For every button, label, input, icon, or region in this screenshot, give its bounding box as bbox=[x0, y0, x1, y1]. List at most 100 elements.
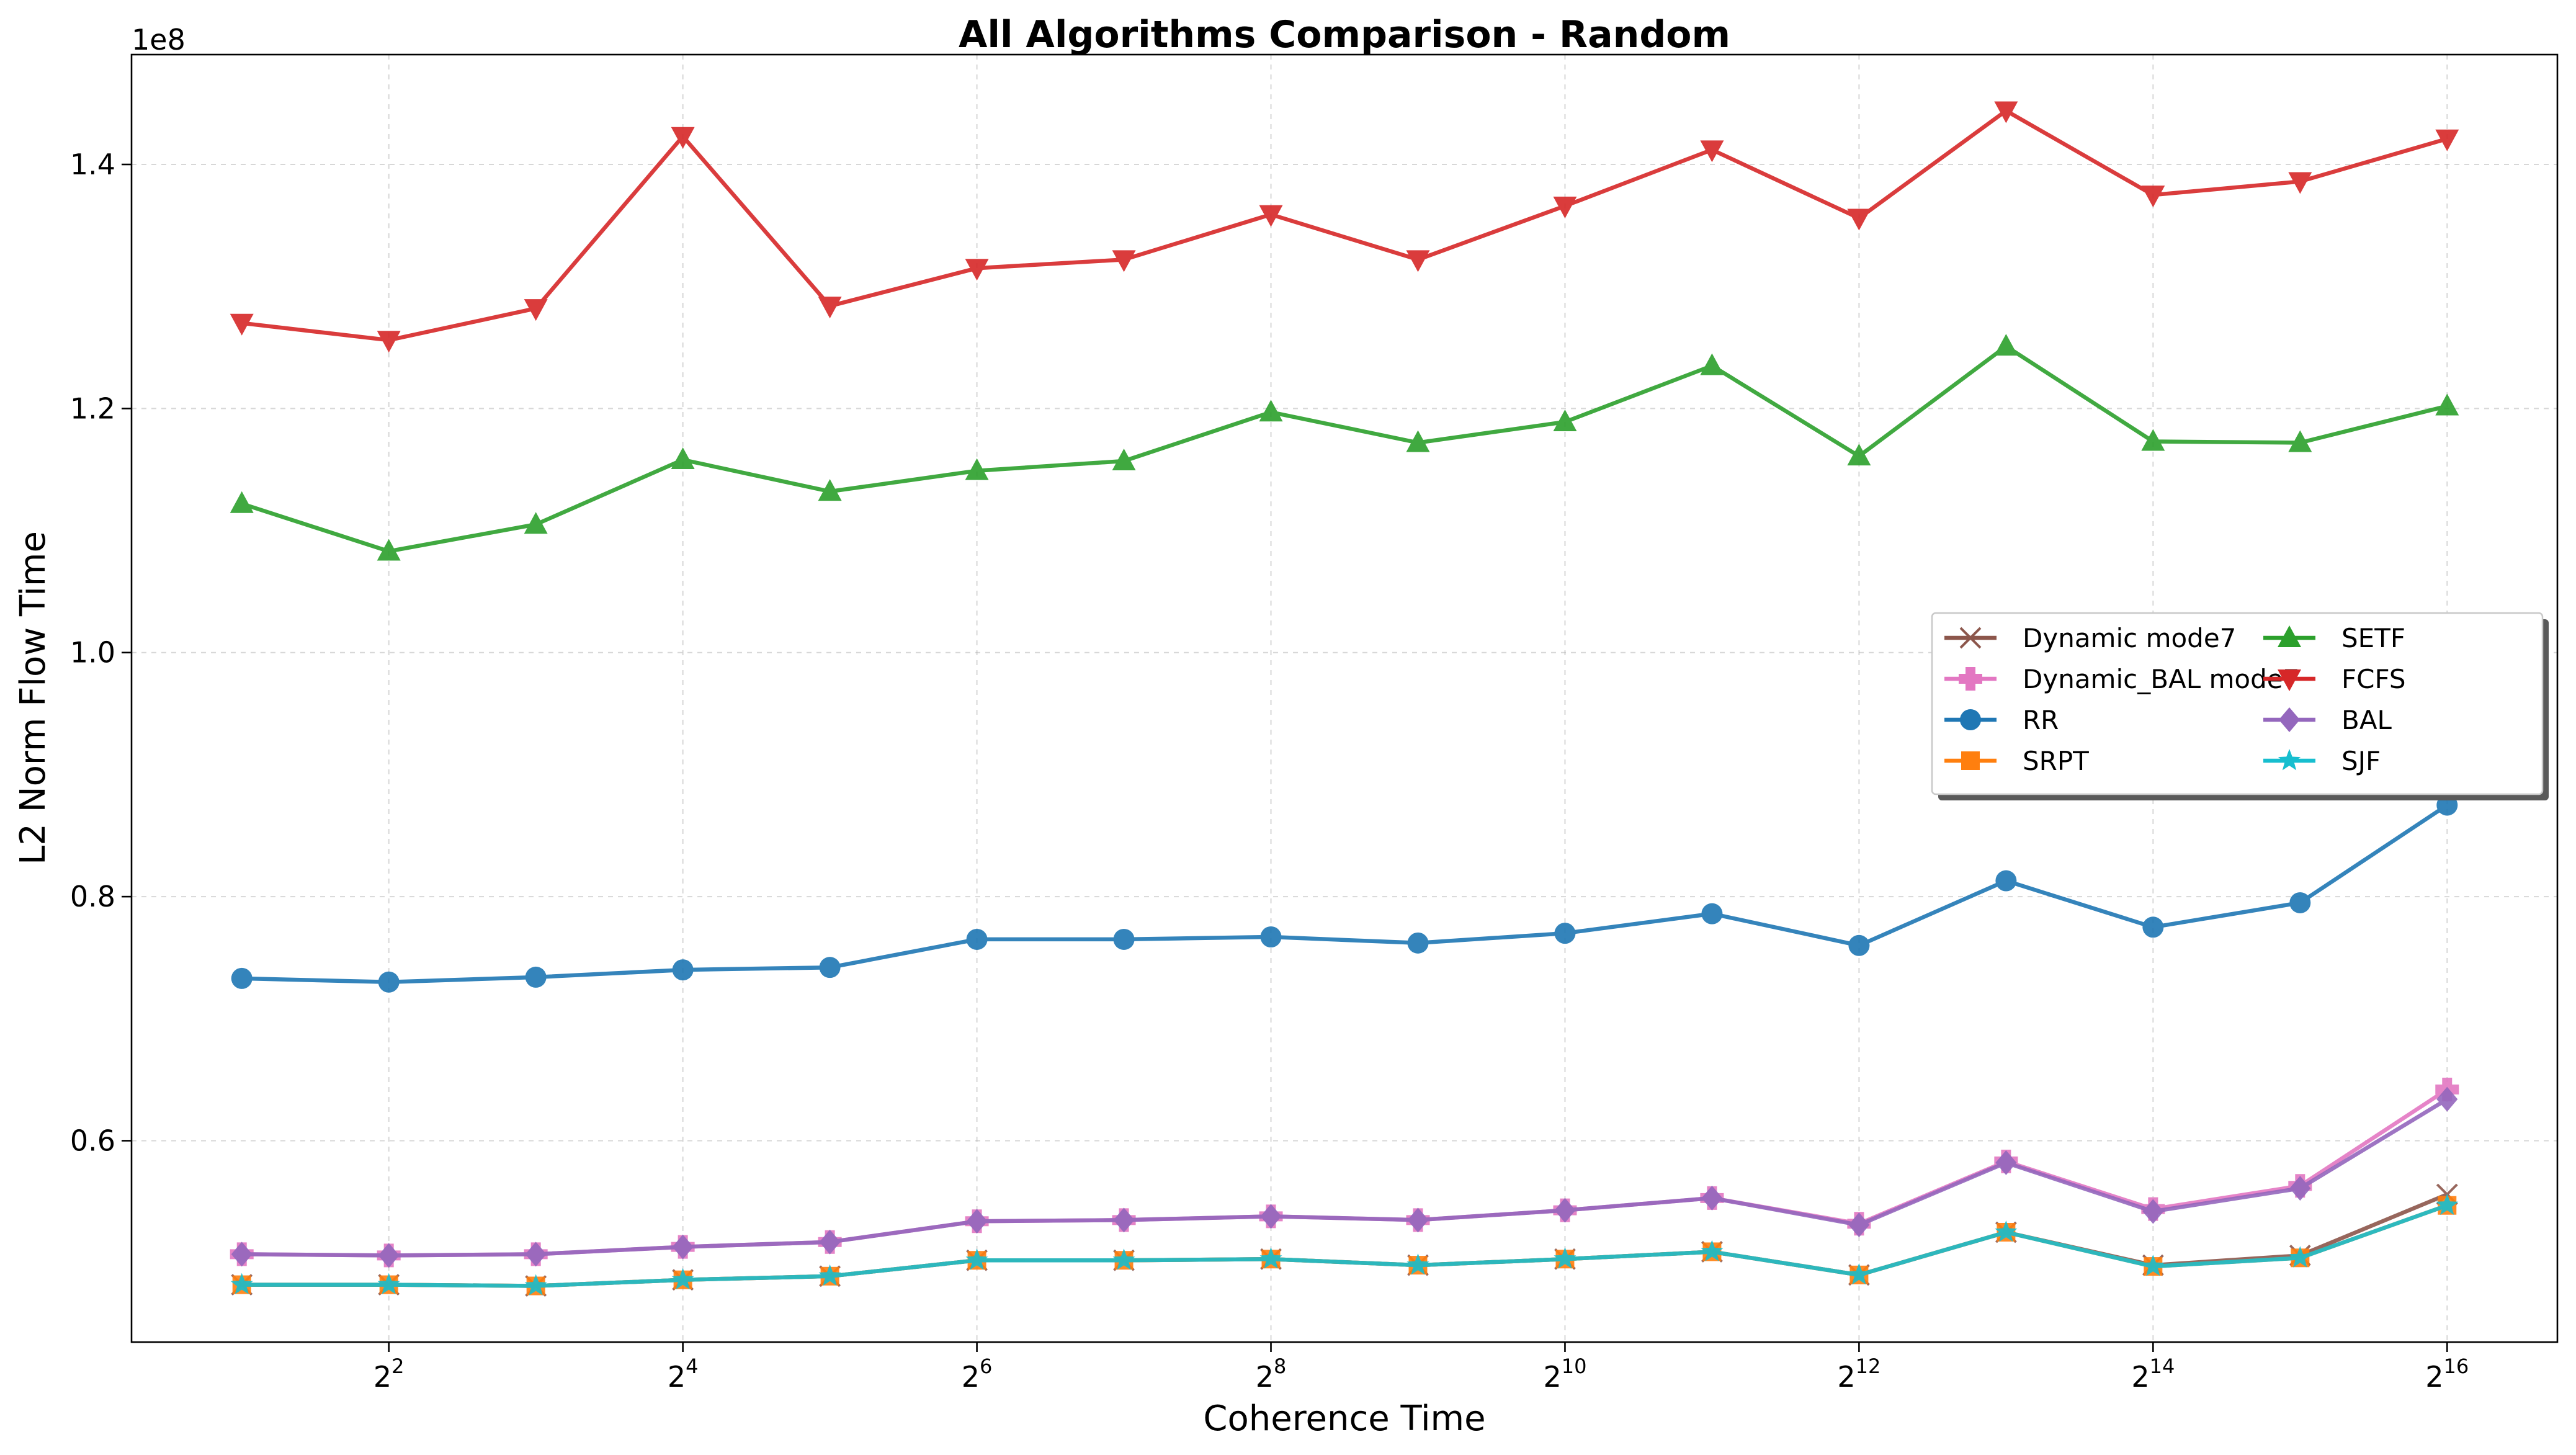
data-point-setf bbox=[1700, 353, 1724, 375]
data-point-bal bbox=[1995, 1150, 2017, 1175]
data-point-sjf bbox=[2289, 1246, 2312, 1268]
legend-marker-dynamic-mode7 bbox=[1959, 627, 1982, 649]
data-point-rr bbox=[819, 957, 841, 978]
data-point-fcfs bbox=[524, 299, 548, 321]
x-tick-exponent: 16 bbox=[2444, 1354, 2469, 1378]
x-tick-base: 2 bbox=[2425, 1360, 2443, 1394]
legend-item-dynamic-bal-mode7: Dynamic_BAL mode7 bbox=[1944, 664, 2299, 694]
data-point-rr bbox=[378, 971, 400, 993]
x-tick-label: 24 bbox=[668, 1354, 699, 1394]
data-point-sjf bbox=[1407, 1253, 1429, 1275]
series-fcfs bbox=[230, 101, 2459, 353]
data-point-bal bbox=[2289, 1176, 2311, 1201]
x-tick-base: 2 bbox=[668, 1360, 686, 1394]
data-point-fcfs bbox=[2435, 129, 2459, 151]
y-axis-label: L2 Norm Flow Time bbox=[13, 531, 53, 865]
x-tick-exponent: 12 bbox=[1856, 1354, 1881, 1378]
x-tick-label: 210 bbox=[1543, 1354, 1586, 1394]
x-tick-base: 2 bbox=[962, 1360, 980, 1394]
data-point-rr bbox=[231, 967, 253, 989]
data-point-setf bbox=[1112, 448, 1136, 470]
legend-label: SJF bbox=[2341, 746, 2381, 776]
chart-title: All Algorithms Comparison - Random bbox=[959, 13, 1730, 56]
data-point-rr bbox=[966, 928, 988, 950]
data-point-bal bbox=[1407, 1207, 1429, 1233]
data-point-rr bbox=[525, 966, 547, 988]
data-point-rr bbox=[1995, 870, 2017, 892]
data-point-sjf bbox=[1554, 1247, 1576, 1269]
legend-marker-setf bbox=[2278, 625, 2301, 647]
data-point-setf bbox=[1553, 410, 1577, 432]
legend-label: FCFS bbox=[2341, 664, 2406, 694]
legend-item-rr: RR bbox=[1944, 705, 2059, 735]
data-point-sjf bbox=[230, 1273, 253, 1294]
grid bbox=[132, 55, 2557, 1342]
x-tick-exponent: 10 bbox=[1562, 1354, 1587, 1378]
data-point-fcfs bbox=[230, 313, 254, 336]
legend-item-dynamic-mode7: Dynamic mode7 bbox=[1944, 623, 2236, 653]
data-point-rr bbox=[1701, 903, 1723, 924]
data-point-rr bbox=[1260, 926, 1282, 948]
legend-marker-rr bbox=[1960, 709, 1981, 730]
data-point-bal bbox=[819, 1229, 841, 1255]
legend-label: RR bbox=[2023, 705, 2059, 735]
legend: Dynamic mode7 Dynamic_BAL mode7 RR SRPT SETF… bbox=[1931, 612, 2549, 800]
data-point-fcfs bbox=[671, 127, 695, 149]
legend-label: SETF bbox=[2341, 623, 2405, 653]
y-tick-label: 0.8 bbox=[70, 880, 115, 913]
series-rr bbox=[231, 794, 2458, 993]
data-point-sjf bbox=[671, 1268, 694, 1290]
y-tick-label: 0.6 bbox=[70, 1124, 115, 1157]
data-point-bal bbox=[966, 1209, 988, 1234]
series-line-sjf bbox=[241, 1203, 2448, 1288]
series-sjf bbox=[230, 1193, 2459, 1296]
x-tick-base: 2 bbox=[1543, 1360, 1561, 1394]
y-tick-label: 1.0 bbox=[70, 636, 115, 669]
data-point-sjf bbox=[377, 1273, 400, 1294]
data-point-bal bbox=[378, 1243, 400, 1268]
x-tick-exponent: 2 bbox=[391, 1354, 404, 1378]
series-line-rr bbox=[241, 803, 2449, 985]
legend-item-setf: SETF bbox=[2263, 623, 2405, 653]
legend-marker-bal bbox=[2279, 707, 2300, 732]
data-point-bal bbox=[1848, 1212, 1870, 1238]
x-tick-base: 2 bbox=[373, 1360, 391, 1394]
data-point-sjf bbox=[818, 1264, 841, 1286]
data-point-setf bbox=[965, 458, 989, 480]
y-axis-offset-label: 1e8 bbox=[132, 23, 186, 56]
data-point-setf bbox=[230, 491, 254, 513]
data-point-setf bbox=[818, 479, 842, 501]
legend-label: BAL bbox=[2341, 705, 2392, 735]
data-point-bal bbox=[231, 1242, 253, 1267]
plot-frame bbox=[130, 53, 2559, 1343]
data-point-sjf bbox=[965, 1248, 988, 1270]
data-point-bal bbox=[1554, 1198, 1576, 1223]
series-bal bbox=[231, 1086, 2458, 1268]
data-point-bal bbox=[2142, 1199, 2164, 1224]
x-tick-label: 216 bbox=[2425, 1354, 2469, 1394]
legend-marker-dynamic-bal-mode7 bbox=[1959, 667, 1982, 691]
data-point-setf bbox=[524, 512, 548, 534]
data-point-fcfs bbox=[1847, 208, 1871, 231]
data-point-fcfs bbox=[818, 297, 842, 319]
legend-label: SRPT bbox=[2023, 746, 2089, 776]
x-axis-label: Coherence Time bbox=[1203, 1399, 1485, 1439]
plot-series bbox=[230, 101, 2459, 1297]
legend-item-bal: BAL bbox=[2263, 705, 2392, 735]
data-point-fcfs bbox=[1259, 205, 1283, 227]
legend-box bbox=[1931, 612, 2544, 795]
data-point-fcfs bbox=[1406, 250, 1430, 272]
x-tick-exponent: 8 bbox=[1274, 1354, 1286, 1378]
data-point-rr bbox=[1848, 934, 1870, 956]
x-tick-label: 212 bbox=[1837, 1354, 1881, 1394]
data-point-setf bbox=[377, 539, 401, 561]
data-point-fcfs bbox=[2288, 172, 2312, 194]
data-point-fcfs bbox=[1112, 250, 1136, 272]
data-point-sjf bbox=[1995, 1220, 2018, 1242]
data-point-setf bbox=[1847, 444, 1871, 466]
x-tick-label: 214 bbox=[2131, 1354, 2175, 1394]
x-tick-exponent: 6 bbox=[980, 1354, 992, 1378]
data-point-fcfs bbox=[1994, 101, 2018, 123]
data-point-fcfs bbox=[377, 331, 401, 353]
